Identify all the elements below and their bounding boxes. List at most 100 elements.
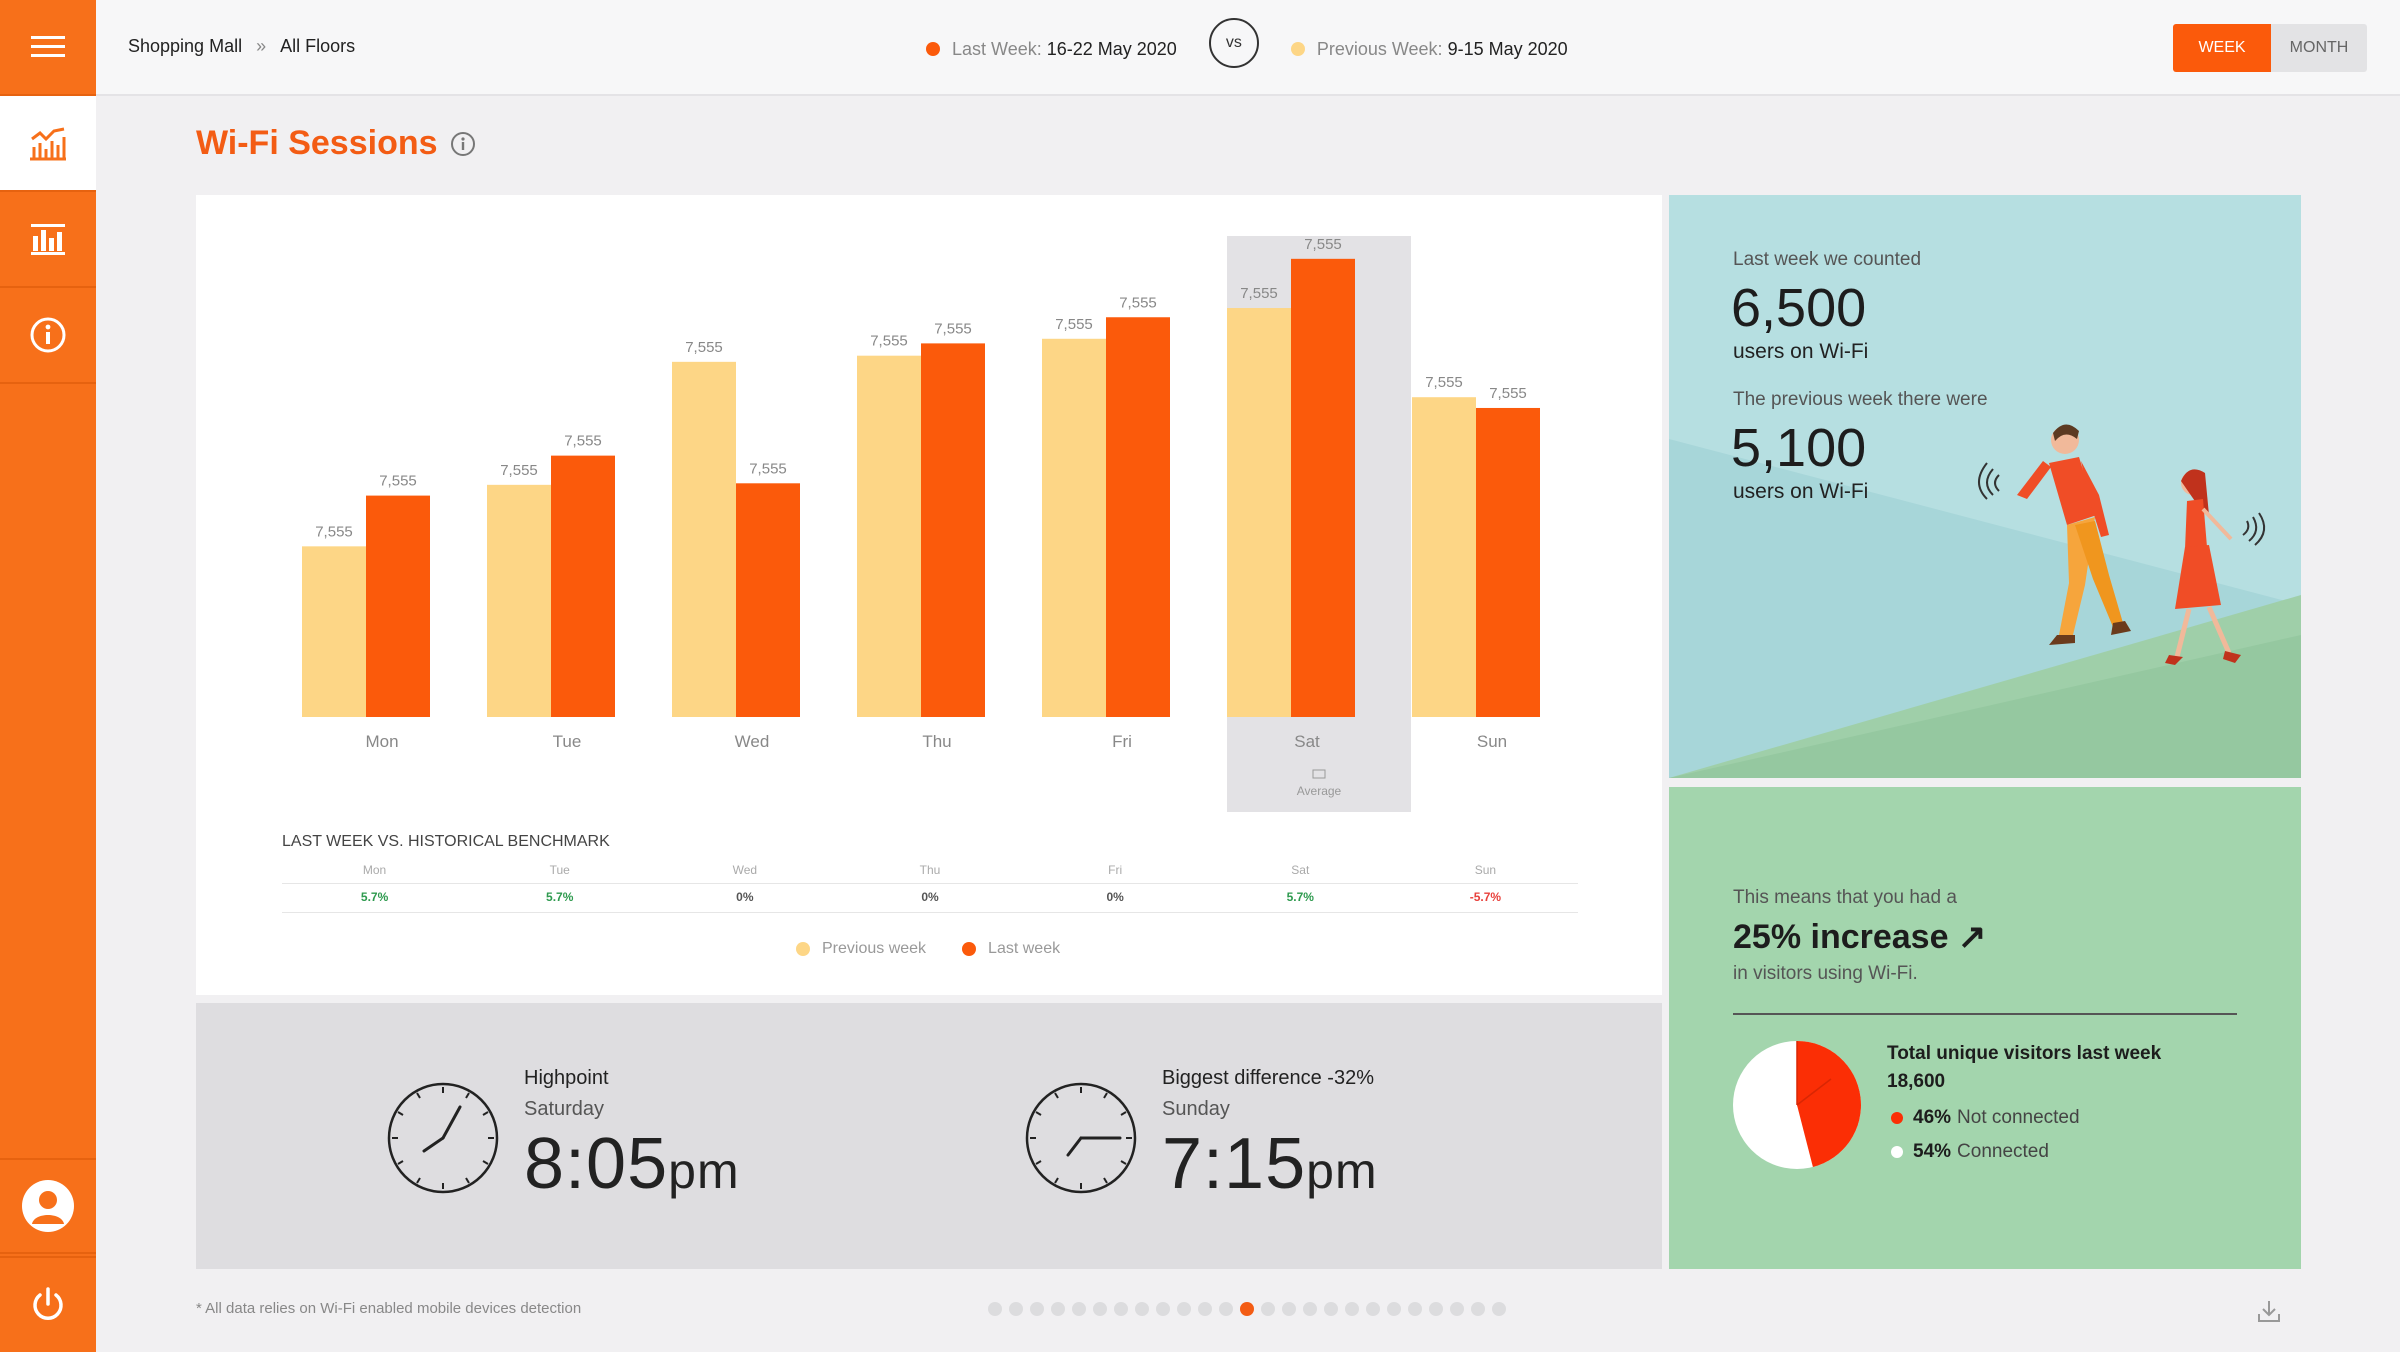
menu-button[interactable] <box>0 0 96 96</box>
page-dot[interactable] <box>1156 1302 1170 1316</box>
last-week-label: Last Week: <box>952 38 1042 59</box>
page-dot[interactable] <box>1282 1302 1296 1316</box>
biggest-difference-time-value: 7:15 <box>1162 1124 1307 1204</box>
benchmark-value: 0% <box>837 884 1023 913</box>
legend-last-dot <box>962 942 977 956</box>
highpoint-time-ampm: pm <box>668 1143 740 1199</box>
sidebar-item-trends[interactable] <box>0 96 96 192</box>
highpoint-label: Highpoint <box>524 1067 609 1089</box>
page-dot[interactable] <box>1345 1302 1359 1316</box>
page-dot[interactable] <box>1471 1302 1485 1316</box>
legend-last-label: Last week <box>988 940 1061 957</box>
page-dot[interactable] <box>1429 1302 1443 1316</box>
bar-last-sat[interactable] <box>1291 258 1355 717</box>
breadcrumb: Shopping Mall » All Floors <box>128 36 355 57</box>
increase-headline: 25% increase ↗ <box>1733 918 1987 956</box>
breadcrumb-item-floors[interactable]: All Floors <box>280 36 356 56</box>
bar-last-mon[interactable] <box>366 495 430 717</box>
bar-last-sun[interactable] <box>1476 407 1540 717</box>
bar-last-tue[interactable] <box>551 455 615 717</box>
page-dot[interactable] <box>1072 1302 1086 1316</box>
bar-value-label: 7,555 <box>934 320 972 337</box>
bar-last-fri[interactable] <box>1106 317 1170 717</box>
x-tick-label: Mon <box>365 732 398 751</box>
bar-value-label: 7,555 <box>500 462 538 479</box>
highlight-note: Average <box>1297 784 1342 798</box>
benchmark-table: LAST WEEK VS. HISTORICAL BENCHMARK Mon Tu… <box>282 833 1578 913</box>
sidebar-item-reports[interactable] <box>0 192 96 288</box>
increase-sub: in visitors using Wi-Fi. <box>1733 963 1918 984</box>
user-icon <box>22 1180 74 1232</box>
footnote: * All data relies on Wi-Fi enabled mobil… <box>196 1300 582 1317</box>
page-dot[interactable] <box>1408 1302 1422 1316</box>
page-dot[interactable] <box>1261 1302 1275 1316</box>
page-dot[interactable] <box>1219 1302 1233 1316</box>
not-connected-legend: 46% Not connected <box>1891 1107 2080 1129</box>
benchmark-value: 5.7% <box>467 884 653 913</box>
page-dot[interactable] <box>1387 1302 1401 1316</box>
download-icon[interactable] <box>2256 1298 2282 1324</box>
woman-figure <box>2165 469 2266 665</box>
bar-last-wed[interactable] <box>736 483 800 717</box>
info-icon <box>30 317 66 353</box>
bar-previous-fri[interactable] <box>1042 338 1106 717</box>
bar-previous-sat[interactable] <box>1227 308 1291 717</box>
previous-week-label: Previous Week: <box>1316 38 1443 59</box>
page-dot[interactable] <box>1093 1302 1107 1316</box>
page-dot[interactable] <box>1492 1302 1506 1316</box>
page-title-text: Wi-Fi Sessions <box>196 124 438 162</box>
sidebar-item-info[interactable] <box>0 288 96 384</box>
x-tick-label: Wed <box>735 732 770 751</box>
highpoint-time: 8:05pm <box>524 1123 884 1205</box>
connected-dot <box>1891 1146 1903 1158</box>
breadcrumb-item-mall[interactable]: Shopping Mall <box>128 36 243 56</box>
bar-previous-tue[interactable] <box>487 484 551 717</box>
page-dot[interactable] <box>1303 1302 1317 1316</box>
page-indicator <box>988 1302 1506 1316</box>
total-visitors-value: 18,600 <box>1887 1071 1946 1092</box>
connection-pie-chart <box>1733 1041 1861 1169</box>
logout-button[interactable] <box>0 1256 96 1352</box>
user-button[interactable] <box>0 1158 96 1254</box>
page-dot[interactable] <box>1051 1302 1065 1316</box>
benchmark-day: Mon <box>282 859 468 884</box>
legend-last-week: Last week <box>962 940 1060 958</box>
page-dot[interactable] <box>1240 1302 1254 1316</box>
month-toggle-button[interactable]: MONTH <box>2271 24 2367 72</box>
bar-last-thu[interactable] <box>921 343 985 717</box>
bar-previous-mon[interactable] <box>302 546 366 717</box>
page-dot[interactable] <box>1177 1302 1191 1316</box>
bar-value-label: 7,555 <box>1304 236 1342 253</box>
increase-panel: This means that you had a 25% increase ↗… <box>1669 787 2301 1269</box>
sessions-bar-chart: Average 7,555 7,555 Mon 7,555 7,555 Tue 7,555 7,… <box>302 236 1540 812</box>
page-dot[interactable] <box>1366 1302 1380 1316</box>
legend-previous-label: Previous week <box>822 940 927 957</box>
bar-previous-thu[interactable] <box>857 355 921 717</box>
page-dot[interactable] <box>1030 1302 1044 1316</box>
x-tick-label: Sat <box>1294 732 1320 751</box>
biggest-difference-label: Biggest difference -32% <box>1162 1067 1374 1089</box>
benchmark-value: -5.7% <box>1392 884 1578 913</box>
previous-label: The previous week there were <box>1733 389 1988 410</box>
pie-divider <box>1796 1078 1832 1106</box>
bar-previous-wed[interactable] <box>672 361 736 717</box>
info-icon[interactable] <box>450 131 476 157</box>
page-dot[interactable] <box>1135 1302 1149 1316</box>
page-title: Wi-Fi Sessions <box>196 124 476 163</box>
page-dot[interactable] <box>1324 1302 1338 1316</box>
x-tick-label: Thu <box>922 732 951 751</box>
line-chart-icon <box>30 127 66 161</box>
page-dot[interactable] <box>1450 1302 1464 1316</box>
bar-previous-sun[interactable] <box>1412 397 1476 717</box>
benchmark-days-row: Mon Tue Wed Thu Fri Sat Sun <box>282 859 1578 884</box>
page-dot[interactable] <box>1114 1302 1128 1316</box>
highpoint-day: Saturday <box>524 1098 605 1120</box>
counted-unit: users on Wi-Fi <box>1733 340 1869 363</box>
page-dot[interactable] <box>1009 1302 1023 1316</box>
chart-legend: Previous week Last week <box>796 940 1060 958</box>
breadcrumb-separator: » <box>256 36 267 56</box>
week-toggle-button[interactable]: WEEK <box>2173 24 2271 72</box>
page-dot[interactable] <box>988 1302 1002 1316</box>
page-dot[interactable] <box>1198 1302 1212 1316</box>
bar-value-label: 7,555 <box>379 473 417 490</box>
